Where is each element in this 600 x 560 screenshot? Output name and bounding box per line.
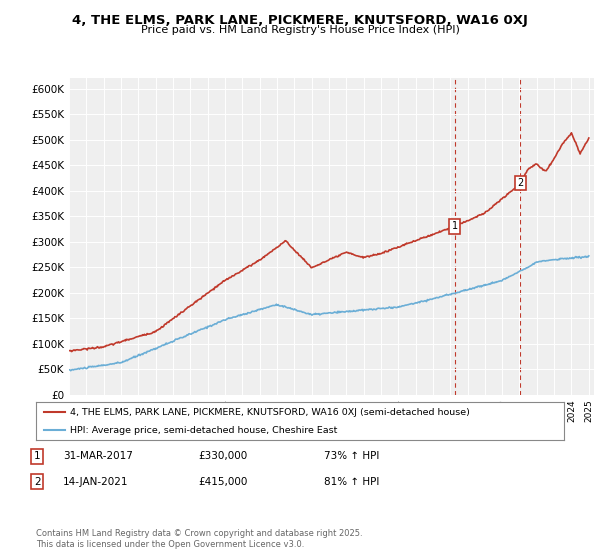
Text: 4, THE ELMS, PARK LANE, PICKMERE, KNUTSFORD, WA16 0XJ (semi-detached house): 4, THE ELMS, PARK LANE, PICKMERE, KNUTSF… [70, 408, 470, 417]
Text: HPI: Average price, semi-detached house, Cheshire East: HPI: Average price, semi-detached house,… [70, 426, 338, 435]
Text: £330,000: £330,000 [198, 451, 247, 461]
Text: 14-JAN-2021: 14-JAN-2021 [63, 477, 128, 487]
Text: 4, THE ELMS, PARK LANE, PICKMERE, KNUTSFORD, WA16 0XJ: 4, THE ELMS, PARK LANE, PICKMERE, KNUTSF… [72, 14, 528, 27]
Text: Price paid vs. HM Land Registry's House Price Index (HPI): Price paid vs. HM Land Registry's House … [140, 25, 460, 35]
Text: 73% ↑ HPI: 73% ↑ HPI [324, 451, 379, 461]
Text: 2: 2 [517, 178, 523, 188]
Text: 1: 1 [34, 451, 41, 461]
Text: 81% ↑ HPI: 81% ↑ HPI [324, 477, 379, 487]
Text: 2: 2 [34, 477, 41, 487]
Text: £415,000: £415,000 [198, 477, 247, 487]
Text: Contains HM Land Registry data © Crown copyright and database right 2025.
This d: Contains HM Land Registry data © Crown c… [36, 529, 362, 549]
Text: 1: 1 [451, 221, 458, 231]
Text: 31-MAR-2017: 31-MAR-2017 [63, 451, 133, 461]
